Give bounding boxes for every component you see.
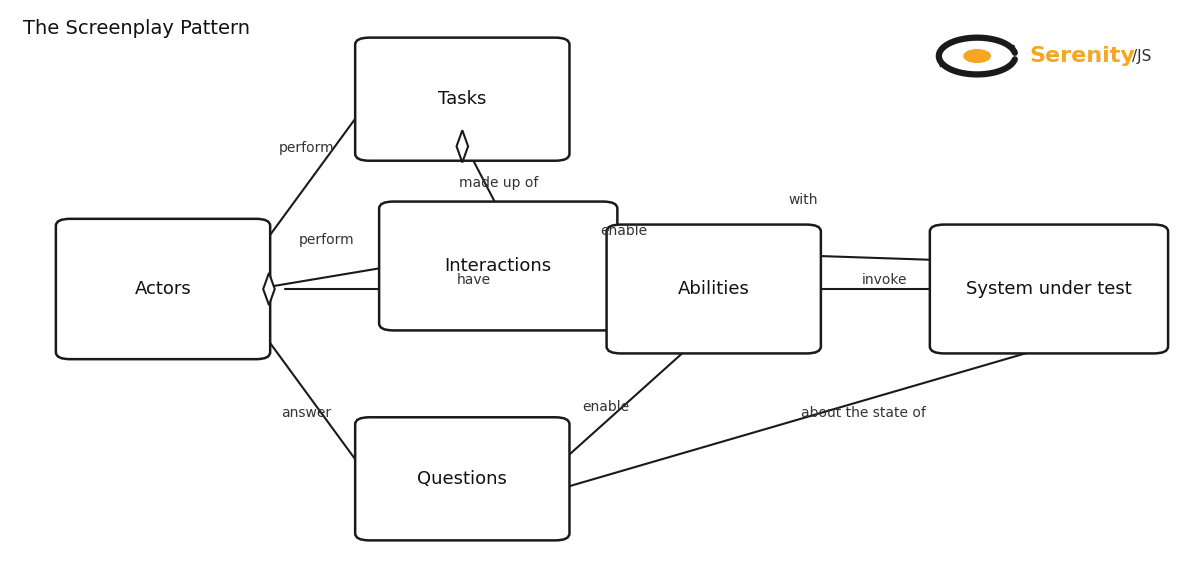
FancyBboxPatch shape [355, 38, 570, 161]
Text: with: with [788, 193, 818, 207]
Text: Abilities: Abilities [678, 280, 750, 298]
Text: Tasks: Tasks [438, 90, 486, 108]
FancyBboxPatch shape [379, 202, 617, 331]
Text: enable: enable [582, 400, 630, 414]
Text: Actors: Actors [134, 280, 191, 298]
Text: Interactions: Interactions [445, 257, 552, 275]
Polygon shape [263, 273, 275, 305]
Polygon shape [456, 130, 468, 162]
Text: Questions: Questions [418, 470, 508, 488]
Text: have: have [457, 273, 491, 287]
Text: invoke: invoke [862, 273, 907, 287]
Text: enable: enable [600, 224, 648, 239]
Text: perform: perform [299, 233, 355, 247]
FancyBboxPatch shape [355, 417, 570, 540]
FancyBboxPatch shape [606, 225, 821, 353]
FancyBboxPatch shape [930, 225, 1168, 353]
Text: perform: perform [278, 141, 335, 155]
Text: The Screenplay Pattern: The Screenplay Pattern [23, 18, 250, 38]
Text: /JS: /JS [1132, 49, 1151, 64]
Text: System under test: System under test [966, 280, 1132, 298]
FancyBboxPatch shape [56, 219, 270, 359]
Text: about the state of: about the state of [800, 406, 926, 420]
Text: Serenity: Serenity [1030, 46, 1135, 66]
Circle shape [964, 50, 990, 62]
Text: answer: answer [282, 406, 331, 420]
Text: made up of: made up of [458, 176, 538, 190]
